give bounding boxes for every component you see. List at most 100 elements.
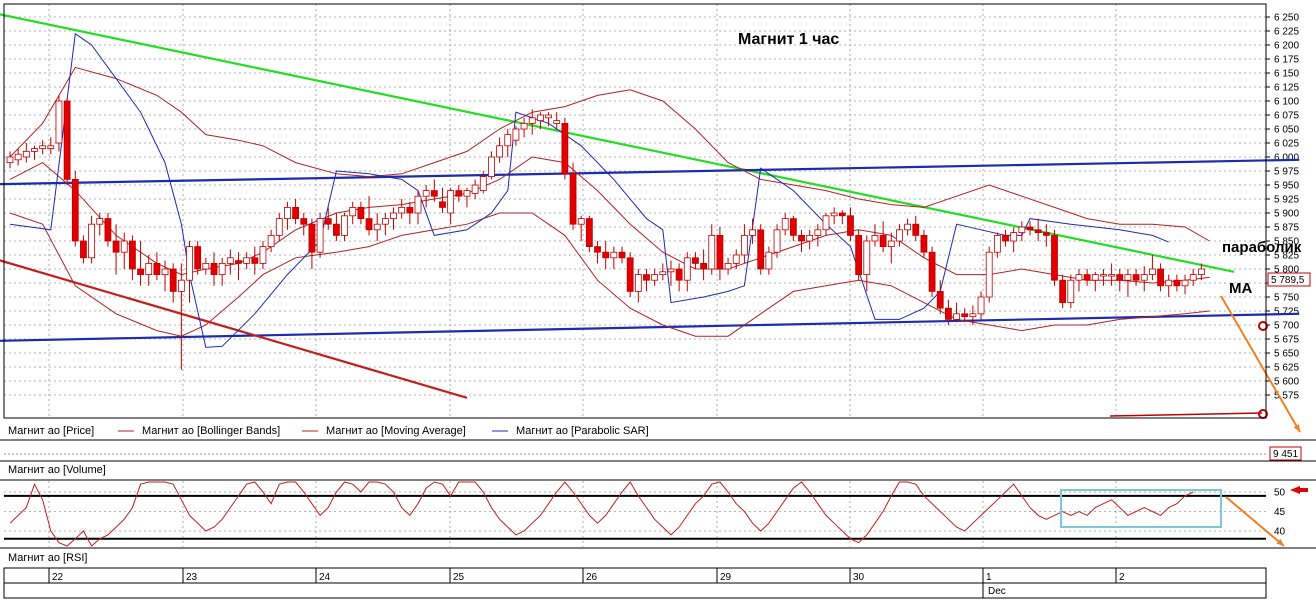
candle-body — [308, 223, 316, 253]
candle-body — [749, 229, 756, 236]
candle-body — [1197, 268, 1205, 275]
candle-body — [1051, 234, 1058, 281]
candle-body — [1091, 274, 1099, 281]
candle-body — [1132, 274, 1140, 281]
candle-body — [1173, 279, 1181, 287]
candle-body — [1002, 234, 1009, 242]
trend-lines — [0, 13, 1300, 399]
candle-body — [830, 212, 838, 217]
candle-body — [463, 190, 471, 197]
price-tick-label: 5 975 — [1274, 167, 1299, 178]
candle-body — [349, 206, 357, 217]
candle-body — [137, 268, 144, 275]
rsi-marker-arrow — [1290, 486, 1300, 494]
candle-body — [71, 178, 79, 242]
price-tick-label: 5 800 — [1274, 265, 1299, 276]
candle-body — [292, 206, 300, 219]
candle-body — [896, 229, 903, 242]
date-label: 30 — [853, 572, 865, 583]
price-axis: 6 250 6 225 6 200 6 175 6 150 6 125 6 100 6 075… — [1266, 13, 1299, 402]
price-tick-label: 6 225 — [1274, 27, 1299, 38]
candle-body — [577, 218, 585, 225]
price-tick-label: 5 600 — [1274, 377, 1299, 388]
candle-body — [732, 254, 740, 264]
candle-body — [757, 229, 765, 270]
candle-body — [324, 218, 332, 225]
candle-body — [887, 240, 895, 247]
price-tick-label: 5 925 — [1274, 195, 1299, 206]
candle-body — [936, 290, 944, 309]
candle-body — [1083, 274, 1091, 281]
candle-body — [847, 215, 854, 236]
price-tick-label: 5 950 — [1274, 181, 1299, 192]
candle-body — [537, 114, 544, 121]
candle-body — [1116, 274, 1124, 281]
bottom-red-line — [1109, 412, 1263, 417]
chart-title: Магнит 1 час — [738, 31, 839, 48]
candle-body — [390, 212, 397, 219]
candle-body — [1075, 274, 1083, 281]
price-down-arrow — [1220, 295, 1301, 433]
last-price-box — [1267, 272, 1311, 287]
trend-line — [0, 13, 1235, 273]
candle-body — [88, 223, 95, 259]
price-tick-label: 5 650 — [1274, 349, 1299, 360]
candle-body — [341, 215, 348, 236]
candle-body — [1181, 279, 1189, 287]
price-tick-label: 5 625 — [1274, 363, 1299, 374]
price-tick-label: 6 175 — [1274, 55, 1299, 66]
candle-body — [235, 260, 242, 264]
candle-body — [912, 223, 920, 236]
candle-body — [332, 223, 340, 236]
date-label: 26 — [586, 572, 598, 583]
candle-body — [1157, 268, 1164, 287]
candle-body — [569, 173, 577, 225]
candle-body — [316, 218, 324, 253]
candle-body — [439, 201, 446, 208]
candle-body — [504, 134, 512, 147]
rsi-down-arrow — [1225, 496, 1285, 547]
candle-body — [610, 251, 618, 259]
candle-body — [904, 223, 911, 231]
candle-body — [96, 218, 104, 225]
candle-body — [651, 274, 659, 281]
candle-body — [618, 251, 626, 259]
rsi-highlight-box — [1060, 489, 1222, 528]
candle-body — [300, 218, 308, 225]
candle-body — [700, 262, 707, 270]
candle-body — [634, 274, 642, 292]
candle-body — [520, 123, 528, 130]
candle-body — [594, 246, 601, 253]
price-tick-label: 5 875 — [1274, 223, 1299, 234]
candle-body — [528, 117, 536, 124]
date-label: 1 — [986, 572, 992, 583]
price-tick-label: 6 000 — [1274, 153, 1299, 164]
candle-body — [626, 257, 634, 292]
sar-marker — [1258, 321, 1268, 331]
candle-body — [1140, 274, 1148, 281]
candle-body — [855, 234, 863, 275]
price-tick-label: 6 025 — [1274, 139, 1299, 150]
candle-body — [724, 262, 732, 270]
price-tick-label: 5 700 — [1274, 321, 1299, 332]
candle-body — [561, 123, 569, 175]
candle-body — [455, 190, 463, 197]
candle-body — [789, 218, 797, 236]
candle-body — [1067, 279, 1075, 304]
candle-body — [1034, 229, 1042, 234]
candle-body — [993, 234, 1001, 253]
candle-body — [879, 234, 887, 247]
price-tick-label: 6 150 — [1274, 69, 1299, 80]
candle-body — [161, 268, 169, 275]
candle-body — [945, 307, 952, 320]
candle-body — [708, 234, 716, 270]
date-axis: 22 23 24 25 26 29 30 1 2 — [48, 568, 1125, 598]
candle-body — [553, 120, 561, 124]
candle-body — [447, 190, 455, 214]
rsi-tick-label: 45 — [1274, 507, 1286, 518]
candle-body — [692, 257, 699, 264]
candle-body — [153, 262, 161, 275]
candle-body — [1149, 268, 1156, 275]
candle-body — [479, 176, 487, 192]
candle-body — [1018, 226, 1026, 233]
